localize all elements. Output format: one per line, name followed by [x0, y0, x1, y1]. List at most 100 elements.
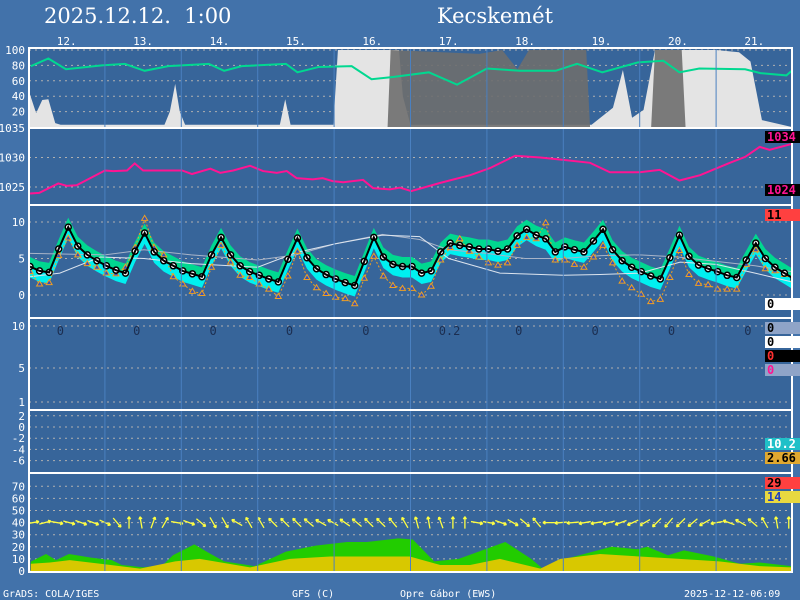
wind-max-label-bg	[765, 477, 800, 489]
temp-alt-marker	[503, 258, 512, 266]
temp-alt-marker	[226, 258, 235, 265]
wind-arrow	[245, 516, 253, 529]
temperature-layer	[29, 224, 792, 287]
wind-tick-label: 20	[12, 541, 25, 554]
wind-arrow	[554, 520, 567, 526]
wind-arrow	[735, 518, 747, 527]
wind-arrow	[747, 518, 758, 527]
temp-alt-marker	[704, 280, 712, 288]
wind-arrow	[578, 520, 591, 526]
wind-tick-label: 10	[12, 553, 25, 566]
day-label: 16.	[362, 35, 382, 48]
wind-arrow	[209, 517, 217, 529]
cloud-tick-label: 80	[12, 59, 25, 72]
panel5-tick-label: -6	[12, 455, 25, 468]
wind-arrow	[112, 517, 122, 528]
precip-daily-total: 0.2	[439, 324, 461, 338]
temp-alt-marker	[207, 263, 216, 270]
temp-alt-marker	[236, 271, 245, 278]
temp-alt-marker	[580, 263, 588, 270]
wind-arrow	[138, 516, 143, 529]
day-label: 21.	[744, 35, 764, 48]
wind-max-label: 29	[767, 476, 781, 490]
temp-alt-marker	[379, 272, 388, 279]
cloud-layer	[30, 57, 792, 86]
panel5-label-2: 2.66	[767, 451, 796, 465]
precip-label-1-bg	[765, 322, 800, 334]
mid-cloud-area	[387, 50, 686, 127]
wind-arrow	[722, 519, 735, 526]
temp-alt-marker	[494, 261, 502, 268]
temp-alt-marker	[217, 241, 225, 248]
wind-arrow	[75, 519, 88, 526]
temp-alt-marker	[646, 297, 655, 305]
temp-alt-marker	[522, 233, 531, 240]
pressure-layer	[29, 142, 792, 195]
wind-arrow	[710, 520, 723, 526]
temp-alt-marker	[389, 281, 397, 289]
wind-tick-label: 0	[18, 565, 25, 578]
precip-daily-total: 0	[286, 324, 293, 338]
temp-alt-marker	[608, 258, 617, 266]
wind-arrow	[351, 518, 362, 527]
wind-arrow	[470, 520, 484, 526]
wind-arrow	[495, 519, 508, 526]
wind-arrow	[150, 516, 157, 529]
pressure-min-label-bg	[765, 184, 800, 196]
wind-arrow	[687, 518, 698, 528]
day-label: 19.	[592, 35, 612, 48]
low-cloud-area	[29, 50, 792, 127]
temp-max-label: 11	[767, 208, 781, 222]
temp-alt-marker	[369, 252, 378, 259]
forecast-datetime: 2025.12.12. 1:00	[44, 4, 231, 28]
wind-arrow	[51, 520, 64, 526]
temp-alt-marker	[283, 272, 292, 279]
panel5-label-1: 10.2	[767, 437, 796, 451]
temp-alt-marker	[341, 294, 350, 302]
wind-arrow	[364, 517, 374, 528]
wind-arrow	[590, 520, 603, 526]
temp-white-line	[29, 234, 792, 283]
wind-arrow	[39, 519, 52, 525]
temp-alt-marker	[312, 283, 321, 291]
pressure-max-label: 1034	[767, 130, 796, 144]
footer-author: Opre Gábor (EWS)	[400, 588, 496, 600]
wind-arrow	[126, 516, 132, 529]
day-label: 18.	[515, 35, 535, 48]
temp-alt-marker	[570, 260, 579, 267]
panel5-label-1-bg	[765, 438, 800, 450]
temp-alt-marker	[589, 253, 598, 260]
temp-alt-marker	[198, 289, 206, 297]
temp-alt-marker	[417, 291, 426, 298]
wind-arrow	[376, 517, 386, 528]
wind-arrow	[602, 520, 615, 526]
temperature-tick-label: 5	[18, 253, 25, 266]
temp-alt-marker	[761, 264, 770, 272]
temp-alt-marker	[83, 259, 92, 267]
temp-alt-marker	[541, 218, 550, 226]
temp-alt-marker	[245, 273, 254, 280]
wind-arrow	[437, 516, 444, 529]
wind-arrow	[280, 517, 290, 528]
day-label: 15.	[286, 35, 306, 48]
location-title: Kecskemét	[437, 4, 554, 28]
wind-arrow	[388, 517, 398, 528]
temp-alt-marker	[513, 241, 521, 248]
temp-alt-marker	[465, 247, 474, 254]
cloud-layer	[387, 50, 686, 127]
wind-arrow	[786, 516, 791, 529]
precip-daily-total: 0	[592, 324, 599, 338]
wind-arrow	[462, 516, 468, 529]
cloud-tick-label: 100	[5, 44, 25, 57]
wind-tick-label: 30	[12, 529, 25, 542]
humidity-line	[30, 57, 792, 86]
temp-alt-marker	[627, 283, 636, 291]
temp-alt-marker	[322, 289, 330, 297]
temperature-tick-label: 0	[18, 289, 25, 302]
wind-mean-label: 14	[767, 490, 781, 504]
footer-model: GFS (C)	[292, 589, 334, 600]
wind-arrow	[339, 518, 351, 527]
wind-arrow	[626, 519, 639, 527]
